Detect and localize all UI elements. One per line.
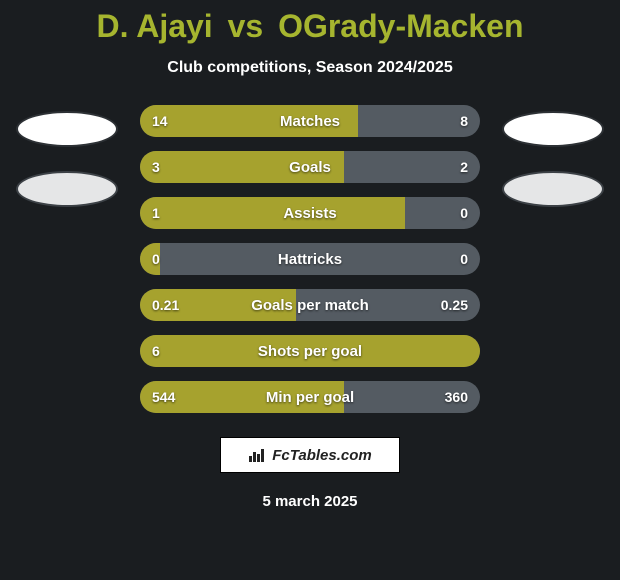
stat-bar: 0.21Goals per match0.25	[140, 289, 480, 321]
footer-date: 5 march 2025	[0, 493, 620, 510]
content-row: 14Matches83Goals21Assists00Hattricks00.2…	[0, 105, 620, 413]
stat-value-right: 0.25	[441, 289, 468, 321]
vs-separator: vs	[222, 8, 270, 44]
stat-value-right: 360	[445, 381, 468, 413]
stat-fill	[140, 151, 344, 183]
stat-fill	[140, 381, 344, 413]
stat-fill	[140, 105, 358, 137]
avatar-column-left	[12, 105, 122, 207]
stat-label: Hattricks	[140, 243, 480, 275]
player2-club-avatar	[502, 171, 604, 207]
brand-badge[interactable]: FcTables.com	[220, 437, 400, 473]
stat-fill	[140, 197, 405, 229]
player2-name: OGrady-Macken	[278, 8, 523, 44]
brand-chart-icon	[248, 447, 266, 463]
stat-bar: 0Hattricks0	[140, 243, 480, 275]
subtitle: Club competitions, Season 2024/2025	[0, 59, 620, 77]
player1-avatar	[16, 111, 118, 147]
stat-value-right: 0	[460, 197, 468, 229]
avatar-column-right	[498, 105, 608, 207]
stat-fill	[140, 289, 296, 321]
comparison-infographic: D. Ajayi vs OGrady-Macken Club competiti…	[0, 0, 620, 580]
stat-fill	[140, 335, 480, 367]
stat-value-right: 0	[460, 243, 468, 275]
stat-value-right: 2	[460, 151, 468, 183]
player2-avatar	[502, 111, 604, 147]
player1-club-avatar	[16, 171, 118, 207]
stat-bar: 1Assists0	[140, 197, 480, 229]
stat-bar: 6Shots per goal	[140, 335, 480, 367]
stat-bar: 14Matches8	[140, 105, 480, 137]
stat-bar: 3Goals2	[140, 151, 480, 183]
player1-name: D. Ajayi	[97, 8, 213, 44]
stat-value-right: 8	[460, 105, 468, 137]
stat-bar: 544Min per goal360	[140, 381, 480, 413]
page-title: D. Ajayi vs OGrady-Macken	[0, 8, 620, 45]
stat-fill	[140, 243, 160, 275]
stats-bars: 14Matches83Goals21Assists00Hattricks00.2…	[140, 105, 480, 413]
brand-label: FcTables.com	[272, 447, 371, 464]
